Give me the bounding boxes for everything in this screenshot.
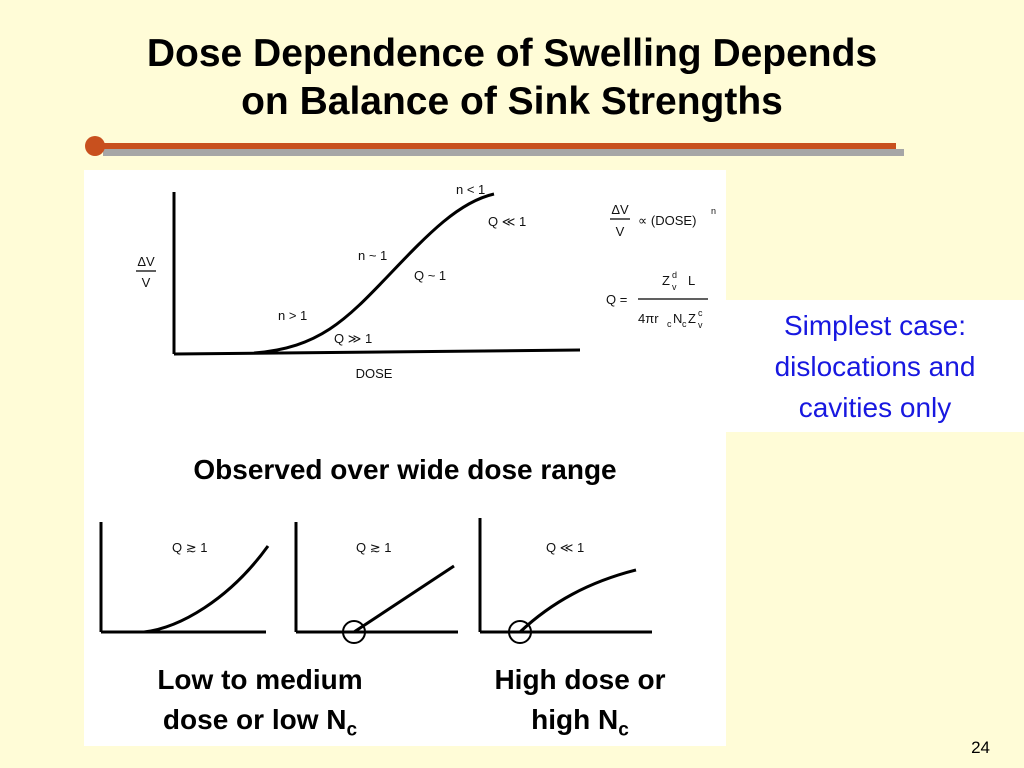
label-n-less: n < 1 <box>456 182 485 197</box>
eq-propto-dose: ∝ (DOSE) <box>638 213 696 228</box>
mini-plot-3: Q ≪ 1 <box>478 518 652 644</box>
caption-right-sub: c <box>618 719 629 741</box>
eq-dv: ΔV <box>611 202 629 217</box>
title-rule-dot <box>85 136 105 156</box>
label-n-approx: n ~ 1 <box>358 248 387 263</box>
main-y-label-den: V <box>142 275 151 290</box>
note-line-1: Simplest case: <box>783 309 967 341</box>
mini-2-label: Q ≳ 1 <box>356 540 391 555</box>
eq-four-pi-r: 4πr <box>638 311 659 326</box>
observed-caption: Observed over wide dose range <box>193 454 617 485</box>
eq-z2-sub: v <box>698 320 703 330</box>
caption-right-line-1: High dose or <box>494 664 666 695</box>
slide-title: Dose Dependence of Swelling Depends on B… <box>40 30 984 126</box>
eq-z-sub: v <box>672 282 677 292</box>
figure-svg: ΔV V DOSE n < 1 Q ≪ 1 n ~ 1 Q ~ 1 n > 1 … <box>99 182 716 644</box>
caption-left-line-2: dose or low Nc <box>110 700 410 751</box>
caption-right: High dose or high Nc <box>440 660 720 751</box>
mini-1-label: Q ≳ 1 <box>172 540 207 555</box>
main-plot: ΔV V DOSE n < 1 Q ≪ 1 n ~ 1 Q ~ 1 n > 1 … <box>136 182 581 381</box>
note-line-3: cavities only <box>798 391 952 423</box>
main-y-label-num: ΔV <box>137 254 155 269</box>
mini-plot-2: Q ≳ 1 <box>294 522 458 644</box>
eq-sub-c2: c <box>682 319 687 329</box>
caption-left: Low to medium dose or low Nc <box>110 660 410 751</box>
note-line-2: dislocations and <box>774 350 976 382</box>
figure-panel: ΔV V DOSE n < 1 Q ≪ 1 n ~ 1 Q ~ 1 n > 1 … <box>84 170 726 746</box>
title-rule-shadow <box>103 149 904 156</box>
eq-n: N <box>673 311 682 326</box>
caption-right-line-2-text: high N <box>531 704 619 735</box>
label-q-much-greater: Q ≫ 1 <box>334 331 372 346</box>
mini-2-intercept-circle <box>342 620 366 644</box>
caption-left-line-2-text: dose or low N <box>162 704 347 735</box>
main-x-axis <box>173 348 581 356</box>
mini-3-intercept-circle <box>508 620 532 644</box>
eq-z: Z <box>662 273 670 288</box>
mini-1-curve <box>143 545 270 634</box>
eq-z2-sup: c <box>698 308 703 318</box>
caption-right-line-2: high Nc <box>440 700 720 751</box>
mini-plot-1: Q ≳ 1 <box>99 522 270 634</box>
title-line-2: on Balance of Sink Strengths <box>241 80 783 123</box>
note-box: Simplest case: dislocations and cavities… <box>726 300 1024 432</box>
eq-z-sup: d <box>672 270 677 280</box>
page-number: 24 <box>971 738 990 757</box>
eq-sub-c1: c <box>667 319 672 329</box>
eq-z2: Z <box>688 311 696 326</box>
caption-left-line-1: Low to medium <box>157 664 363 695</box>
title-line-1: Dose Dependence of Swelling Depends <box>146 32 878 75</box>
eq-v: V <box>616 224 625 239</box>
main-swelling-curve <box>253 192 495 355</box>
eq-l: L <box>688 273 695 288</box>
title-rule <box>98 143 896 149</box>
eq-exponent-n: n <box>711 206 716 216</box>
mini-2-curve <box>353 564 455 634</box>
label-q-approx: Q ~ 1 <box>414 268 446 283</box>
caption-left-sub: c <box>346 719 358 741</box>
main-x-label: DOSE <box>356 366 393 381</box>
equations: ΔV V ∝ (DOSE) n Q = Z d v L 4πr c N c Z … <box>606 202 716 330</box>
mini-3-curve <box>518 568 637 634</box>
eq-q-equals: Q = <box>606 292 627 307</box>
label-q-much-less: Q ≪ 1 <box>488 214 526 229</box>
label-n-greater: n > 1 <box>278 308 307 323</box>
mini-3-label: Q ≪ 1 <box>546 540 584 555</box>
